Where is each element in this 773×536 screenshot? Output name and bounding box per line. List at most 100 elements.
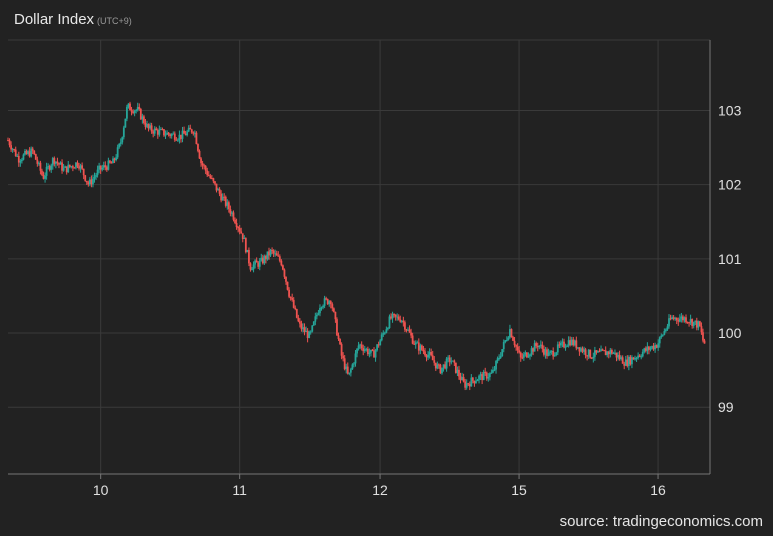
candle-body xyxy=(285,276,287,282)
candle-body xyxy=(138,106,141,109)
candle-body xyxy=(178,134,181,140)
candle-body xyxy=(448,357,451,362)
candle-body xyxy=(332,308,335,312)
candle-body xyxy=(176,139,179,141)
candle-body xyxy=(207,175,210,177)
candle-body xyxy=(121,137,124,143)
candle-body xyxy=(482,371,485,381)
candle-body xyxy=(370,349,372,353)
candle-body xyxy=(331,304,334,309)
candle-body xyxy=(76,162,79,167)
candle-body xyxy=(470,377,473,387)
candle-body xyxy=(48,166,51,170)
candle-body xyxy=(238,228,241,232)
candle-body xyxy=(590,357,593,359)
candle-body xyxy=(638,355,641,357)
candle-body xyxy=(607,351,610,355)
candle-body xyxy=(124,118,127,128)
candle-body xyxy=(167,132,170,135)
y-tick-label: 102 xyxy=(718,177,742,193)
candle-body xyxy=(303,327,306,333)
candle-body xyxy=(51,158,54,166)
candle-body xyxy=(586,355,589,357)
candle-body xyxy=(459,376,462,381)
candle-body xyxy=(515,345,518,347)
candle-body xyxy=(206,170,209,176)
candle-body xyxy=(147,123,150,129)
candle-body xyxy=(431,355,434,361)
candle-body xyxy=(201,163,204,166)
candle-body xyxy=(614,352,616,354)
candle-body xyxy=(380,334,383,341)
candle-body xyxy=(580,348,582,352)
candle-body xyxy=(445,358,448,369)
candle-body xyxy=(529,354,531,357)
candle-body xyxy=(166,132,168,135)
candle-body xyxy=(133,110,136,113)
candle-body xyxy=(275,253,278,256)
candle-body xyxy=(354,353,357,364)
candle-body xyxy=(404,322,406,330)
candle-body xyxy=(20,159,23,162)
candle-body xyxy=(346,366,349,374)
candle-body xyxy=(530,348,533,355)
candle-body xyxy=(351,364,354,370)
candle-body xyxy=(190,129,193,133)
candle-body xyxy=(439,364,442,374)
candle-body xyxy=(30,148,33,157)
candle-body xyxy=(686,322,689,324)
candle-body xyxy=(612,353,615,355)
candle-body xyxy=(644,348,647,351)
candle-body xyxy=(479,374,482,376)
axes xyxy=(8,40,711,479)
candle-body xyxy=(604,350,607,356)
candle-body xyxy=(363,349,366,352)
timezone-label: (UTC+9) xyxy=(97,16,132,26)
candle-body xyxy=(484,371,487,373)
candle-body xyxy=(558,344,561,346)
candle-body xyxy=(98,165,101,170)
candle-body xyxy=(694,320,697,322)
candle-body xyxy=(172,133,175,135)
candle-body xyxy=(107,160,110,170)
candle-body xyxy=(543,348,545,355)
candle-body xyxy=(319,307,321,314)
candle-body xyxy=(28,151,31,157)
candle-body xyxy=(343,358,346,370)
candle-body xyxy=(631,357,633,365)
candle-body xyxy=(408,329,411,333)
candle-body xyxy=(320,307,323,309)
candle-body xyxy=(427,354,429,358)
candle-body xyxy=(549,351,551,353)
candle-body xyxy=(510,329,513,338)
candle-body xyxy=(84,175,87,181)
candle-body xyxy=(493,369,496,371)
candle-body xyxy=(675,317,678,321)
candle-body xyxy=(559,342,562,346)
candle-body xyxy=(75,162,77,168)
candle-body xyxy=(424,351,426,356)
candle-body xyxy=(141,116,144,120)
candle-body xyxy=(286,281,289,290)
candle-body xyxy=(632,357,635,360)
candle-body xyxy=(576,347,579,349)
x-tick-label: 11 xyxy=(232,482,247,498)
candle-body xyxy=(156,130,159,135)
candle-body xyxy=(241,233,244,239)
candle-body xyxy=(496,358,499,361)
candle-body xyxy=(308,331,311,338)
candle-body xyxy=(379,340,382,346)
candle-body xyxy=(298,321,301,324)
candle-body xyxy=(8,140,11,146)
candle-body xyxy=(674,317,677,319)
candle-body xyxy=(223,196,226,198)
candle-body xyxy=(450,361,453,363)
candle-body xyxy=(44,175,46,179)
candle-body xyxy=(570,339,573,346)
candle-body xyxy=(609,350,612,355)
candle-body xyxy=(581,348,584,352)
candle-body xyxy=(660,335,663,338)
candle-body xyxy=(475,381,477,384)
candle-body xyxy=(666,326,669,330)
candle-body xyxy=(221,196,224,201)
